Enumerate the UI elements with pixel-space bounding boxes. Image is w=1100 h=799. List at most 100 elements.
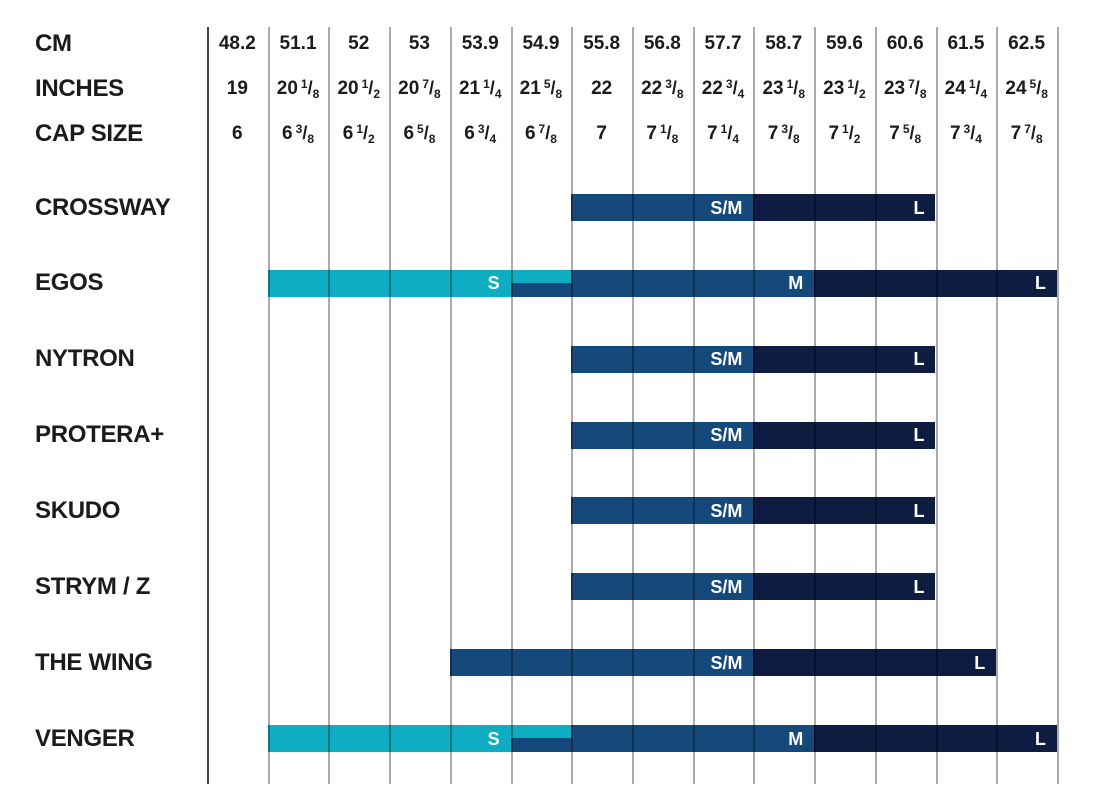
column-value-cap_size: 7 1/4	[707, 122, 740, 146]
fraction-slash: /	[666, 123, 672, 143]
fraction-numerator: 7	[1024, 122, 1031, 136]
grid-line	[267, 27, 270, 784]
model-label: PROTERA+	[35, 421, 164, 449]
fraction-slash: /	[909, 123, 915, 143]
column-value-cm: 59.6	[825, 33, 863, 54]
grid-line	[1057, 27, 1059, 784]
fraction-numerator: 1	[300, 77, 308, 91]
model-label: THE WING	[35, 648, 153, 676]
fraction-slash: /	[307, 78, 313, 98]
fraction-numerator: 3	[781, 122, 789, 136]
grid-line	[389, 27, 392, 784]
size-bar-label: L	[913, 500, 925, 521]
row-header-inches: INCHES	[35, 75, 124, 102]
size-bar: S/M	[571, 194, 754, 221]
size-bar-label: S/M	[710, 652, 743, 673]
grid-line	[692, 27, 695, 784]
grid-line	[874, 27, 877, 784]
size-bar: L	[753, 194, 936, 221]
size-bar	[510, 738, 572, 752]
fraction-denominator: 8	[312, 87, 320, 101]
size-bar-label: L	[1034, 728, 1046, 749]
size-bar	[510, 269, 572, 283]
fraction-denominator: 8	[671, 132, 679, 146]
column-value-inches: 20 7/8	[398, 77, 441, 101]
model-label: VENGER	[35, 724, 135, 752]
column-value-cap_size: 7 7/8	[1010, 122, 1043, 146]
size-bar: S/M	[449, 649, 754, 677]
fraction-numerator: 1	[659, 122, 667, 136]
column-value-cap_size: 6 3/8	[282, 122, 315, 146]
size-bar: L	[753, 421, 936, 449]
fraction-slash: /	[545, 123, 551, 143]
grid-line	[996, 27, 999, 784]
size-bar-label: S	[487, 728, 500, 749]
column-value-cap_size: 7 5/8	[889, 122, 922, 146]
size-bar-label: S	[487, 273, 500, 294]
fraction-numerator: 1	[483, 77, 490, 91]
fraction-numerator: 1	[842, 122, 849, 136]
column-value-inches: 19	[226, 78, 248, 99]
size-bar-label: S/M	[710, 500, 743, 521]
size-bar-label: L	[913, 349, 925, 370]
fraction-numerator: 1	[968, 77, 976, 91]
column-value-cap_size: 6 5/8	[403, 122, 436, 146]
row-header-cm: CM	[35, 30, 72, 57]
fraction-slash: /	[1036, 78, 1042, 98]
fraction-numerator: 5	[902, 122, 910, 136]
model-label: EGOS	[35, 269, 104, 297]
size-bar: L	[753, 649, 997, 677]
size-bar: L	[753, 345, 936, 373]
size-bar: S/M	[571, 497, 754, 525]
fraction-denominator: 8	[676, 87, 684, 101]
fraction-numerator: 1	[720, 122, 728, 136]
fraction-numerator: 1	[361, 77, 369, 91]
fraction-numerator: 3	[665, 77, 672, 91]
column-value-cap_size: 6 7/8	[524, 122, 557, 146]
column-value-inches: 23 1/2	[823, 77, 866, 101]
fraction-slash: /	[368, 78, 374, 98]
fraction-denominator: 8	[550, 132, 557, 146]
column-value-cap_size: 7 1/8	[646, 122, 679, 146]
column-value-cm: 51.1	[279, 33, 317, 54]
fraction-denominator: 2	[373, 87, 380, 101]
fraction-denominator: 2	[368, 132, 375, 146]
size-bar: L	[753, 497, 936, 525]
fraction-denominator: 8	[434, 87, 441, 101]
fraction-numerator: 1	[356, 122, 364, 136]
fraction-numerator: 1	[847, 77, 854, 91]
fraction-slash: /	[489, 78, 495, 98]
grid-line	[814, 27, 817, 784]
size-bar-label: S/M	[710, 197, 743, 218]
size-bar-label: L	[974, 652, 986, 673]
column-value-inches: 24 5/8	[1005, 77, 1048, 101]
column-value-cap_size: 7	[596, 123, 607, 144]
fraction-denominator: 8	[798, 87, 805, 101]
column-value-cm: 56.8	[643, 33, 681, 54]
fraction-numerator: 3	[477, 122, 485, 136]
fraction-slash: /	[429, 78, 435, 98]
fraction-slash: /	[788, 123, 794, 143]
column-value-cap_size: 6	[232, 123, 243, 144]
column-value-inches: 20 1/8	[276, 77, 320, 101]
size-bar: L	[753, 573, 936, 601]
grid-line	[328, 27, 331, 784]
fraction-denominator: 8	[1041, 87, 1048, 101]
size-bar: S/M	[571, 573, 754, 601]
column-value-cm: 57.7	[704, 33, 742, 54]
column-value-inches: 22 3/4	[701, 77, 745, 101]
column-value-cap_size: 7 3/8	[767, 122, 800, 146]
fraction-numerator: 3	[963, 122, 971, 136]
fraction-denominator: 8	[793, 132, 800, 146]
fraction-numerator: 5	[1029, 77, 1037, 91]
column-value-cm: 48.2	[218, 33, 256, 54]
fraction-denominator: 2	[853, 132, 861, 146]
size-bar-label: S/M	[710, 349, 743, 370]
grid-line	[632, 27, 634, 784]
size-bar: S/M	[571, 345, 754, 373]
size-bar-label: L	[913, 197, 925, 218]
model-label: CROSSWAY	[35, 193, 171, 221]
grid-line	[753, 27, 756, 784]
fraction-numerator: 5	[543, 77, 551, 91]
